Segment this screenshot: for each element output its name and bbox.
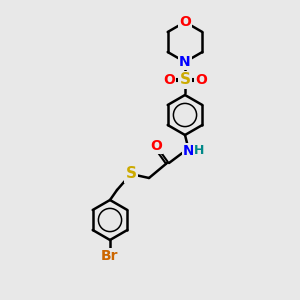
Text: H: H [194,145,204,158]
Text: Br: Br [101,249,119,263]
Text: O: O [150,139,162,153]
Text: O: O [179,15,191,29]
Text: S: S [179,73,191,88]
Text: O: O [195,73,207,87]
Text: N: N [183,144,195,158]
Text: O: O [163,73,175,87]
Text: N: N [179,55,191,69]
Text: S: S [125,167,136,182]
